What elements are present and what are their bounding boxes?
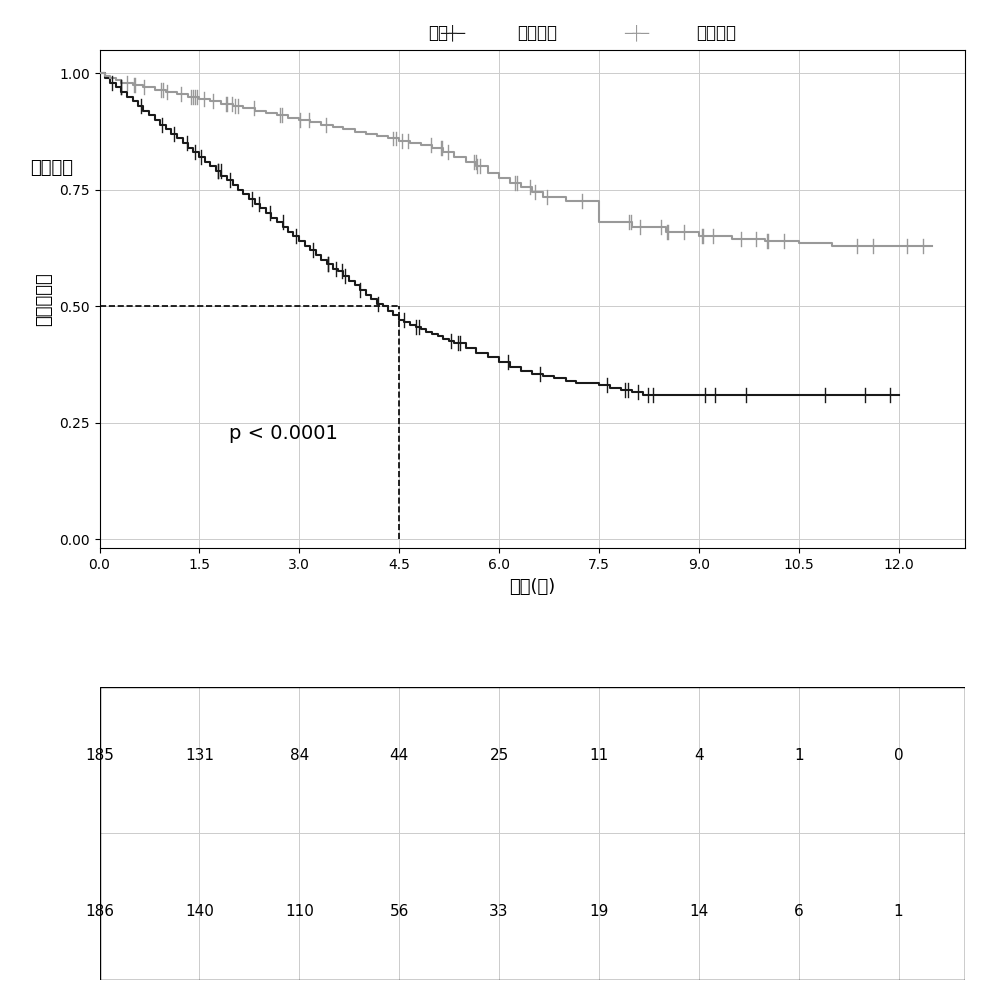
Text: 56: 56 <box>389 904 409 919</box>
Text: 140: 140 <box>185 904 214 919</box>
Text: 11: 11 <box>588 748 608 763</box>
Text: 110: 110 <box>284 904 313 919</box>
Text: 44: 44 <box>389 748 409 763</box>
Text: ─┼─: ─┼─ <box>439 25 465 41</box>
Bar <box>99 687 964 980</box>
Text: 1: 1 <box>793 748 803 763</box>
Text: 1: 1 <box>893 904 903 919</box>
Text: 患者数量: 患者数量 <box>30 159 74 177</box>
Text: 84: 84 <box>289 748 308 763</box>
Y-axis label: 累积生存率: 累积生存率 <box>36 272 54 326</box>
Text: 33: 33 <box>489 904 508 919</box>
Text: 25: 25 <box>489 748 508 763</box>
Text: 0: 0 <box>893 748 903 763</box>
Text: 19: 19 <box>588 904 608 919</box>
Text: ─┼─: ─┼─ <box>623 25 649 41</box>
Text: 4: 4 <box>693 748 703 763</box>
Text: 186: 186 <box>84 904 114 919</box>
Text: p < 0.0001: p < 0.0001 <box>229 424 338 443</box>
Text: 185: 185 <box>84 748 114 763</box>
Text: 14: 14 <box>689 904 708 919</box>
X-axis label: 时间(年): 时间(年) <box>509 578 555 596</box>
Text: 131: 131 <box>185 748 214 763</box>
Text: 高风险组: 高风险组 <box>517 24 557 42</box>
Text: 6: 6 <box>793 904 803 919</box>
Text: 分组: 分组 <box>427 24 447 42</box>
Text: 低风险组: 低风险组 <box>696 24 736 42</box>
